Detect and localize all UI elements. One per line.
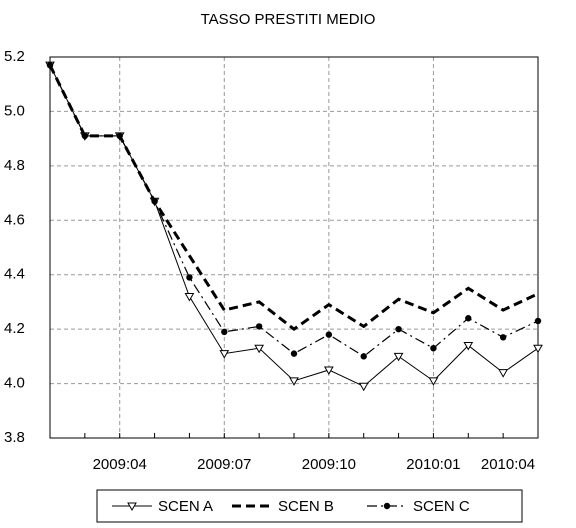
marker (254, 344, 265, 354)
x-tick-label: 2010:01 (406, 456, 460, 473)
series-line (49, 64, 539, 387)
marker (290, 350, 298, 357)
y-tick-label: 4.8 (4, 157, 25, 174)
marker (151, 198, 158, 205)
marker (221, 328, 228, 336)
marker (465, 315, 472, 322)
legend-label: SCEN C (413, 498, 470, 515)
marker (81, 132, 89, 140)
chart-title: TASSO PRESTITI MEDIO (201, 11, 376, 28)
series-line (48, 64, 539, 332)
y-tick-label: 4.2 (4, 320, 25, 337)
marker (46, 61, 54, 69)
x-tick-label: 2009:04 (93, 456, 147, 473)
x-tick-label: 2010:04 (481, 456, 535, 473)
marker (360, 353, 367, 360)
marker (116, 132, 123, 140)
legend-label: SCEN A (158, 498, 213, 515)
marker (428, 377, 439, 386)
marker (499, 334, 507, 341)
marker (395, 325, 402, 333)
y-tick-label: 4.0 (4, 375, 25, 392)
marker (498, 369, 509, 378)
x-tick-label: 2009:10 (302, 456, 356, 473)
marker (383, 502, 391, 510)
marker (127, 502, 137, 512)
series-line (49, 64, 539, 358)
marker (533, 344, 543, 354)
marker (186, 274, 193, 281)
y-tick-label: 3.8 (4, 429, 25, 446)
legend-box (96, 489, 523, 523)
marker (358, 382, 369, 392)
x-tick-label: 2009:07 (197, 456, 251, 473)
marker (463, 341, 474, 351)
plot-frame (49, 56, 539, 439)
y-tick-label: 5.0 (4, 102, 25, 119)
legend-label: SCEN B (278, 498, 334, 515)
marker (323, 366, 334, 375)
marker (325, 331, 333, 338)
marker (184, 292, 195, 302)
marker (534, 317, 542, 325)
y-tick-label: 4.4 (4, 266, 25, 283)
marker (430, 344, 437, 352)
marker (255, 323, 263, 330)
y-tick-label: 4.6 (4, 211, 25, 228)
y-tick-label: 5.2 (4, 48, 25, 65)
marker (289, 377, 299, 386)
marker (393, 352, 404, 362)
marker (219, 350, 230, 359)
